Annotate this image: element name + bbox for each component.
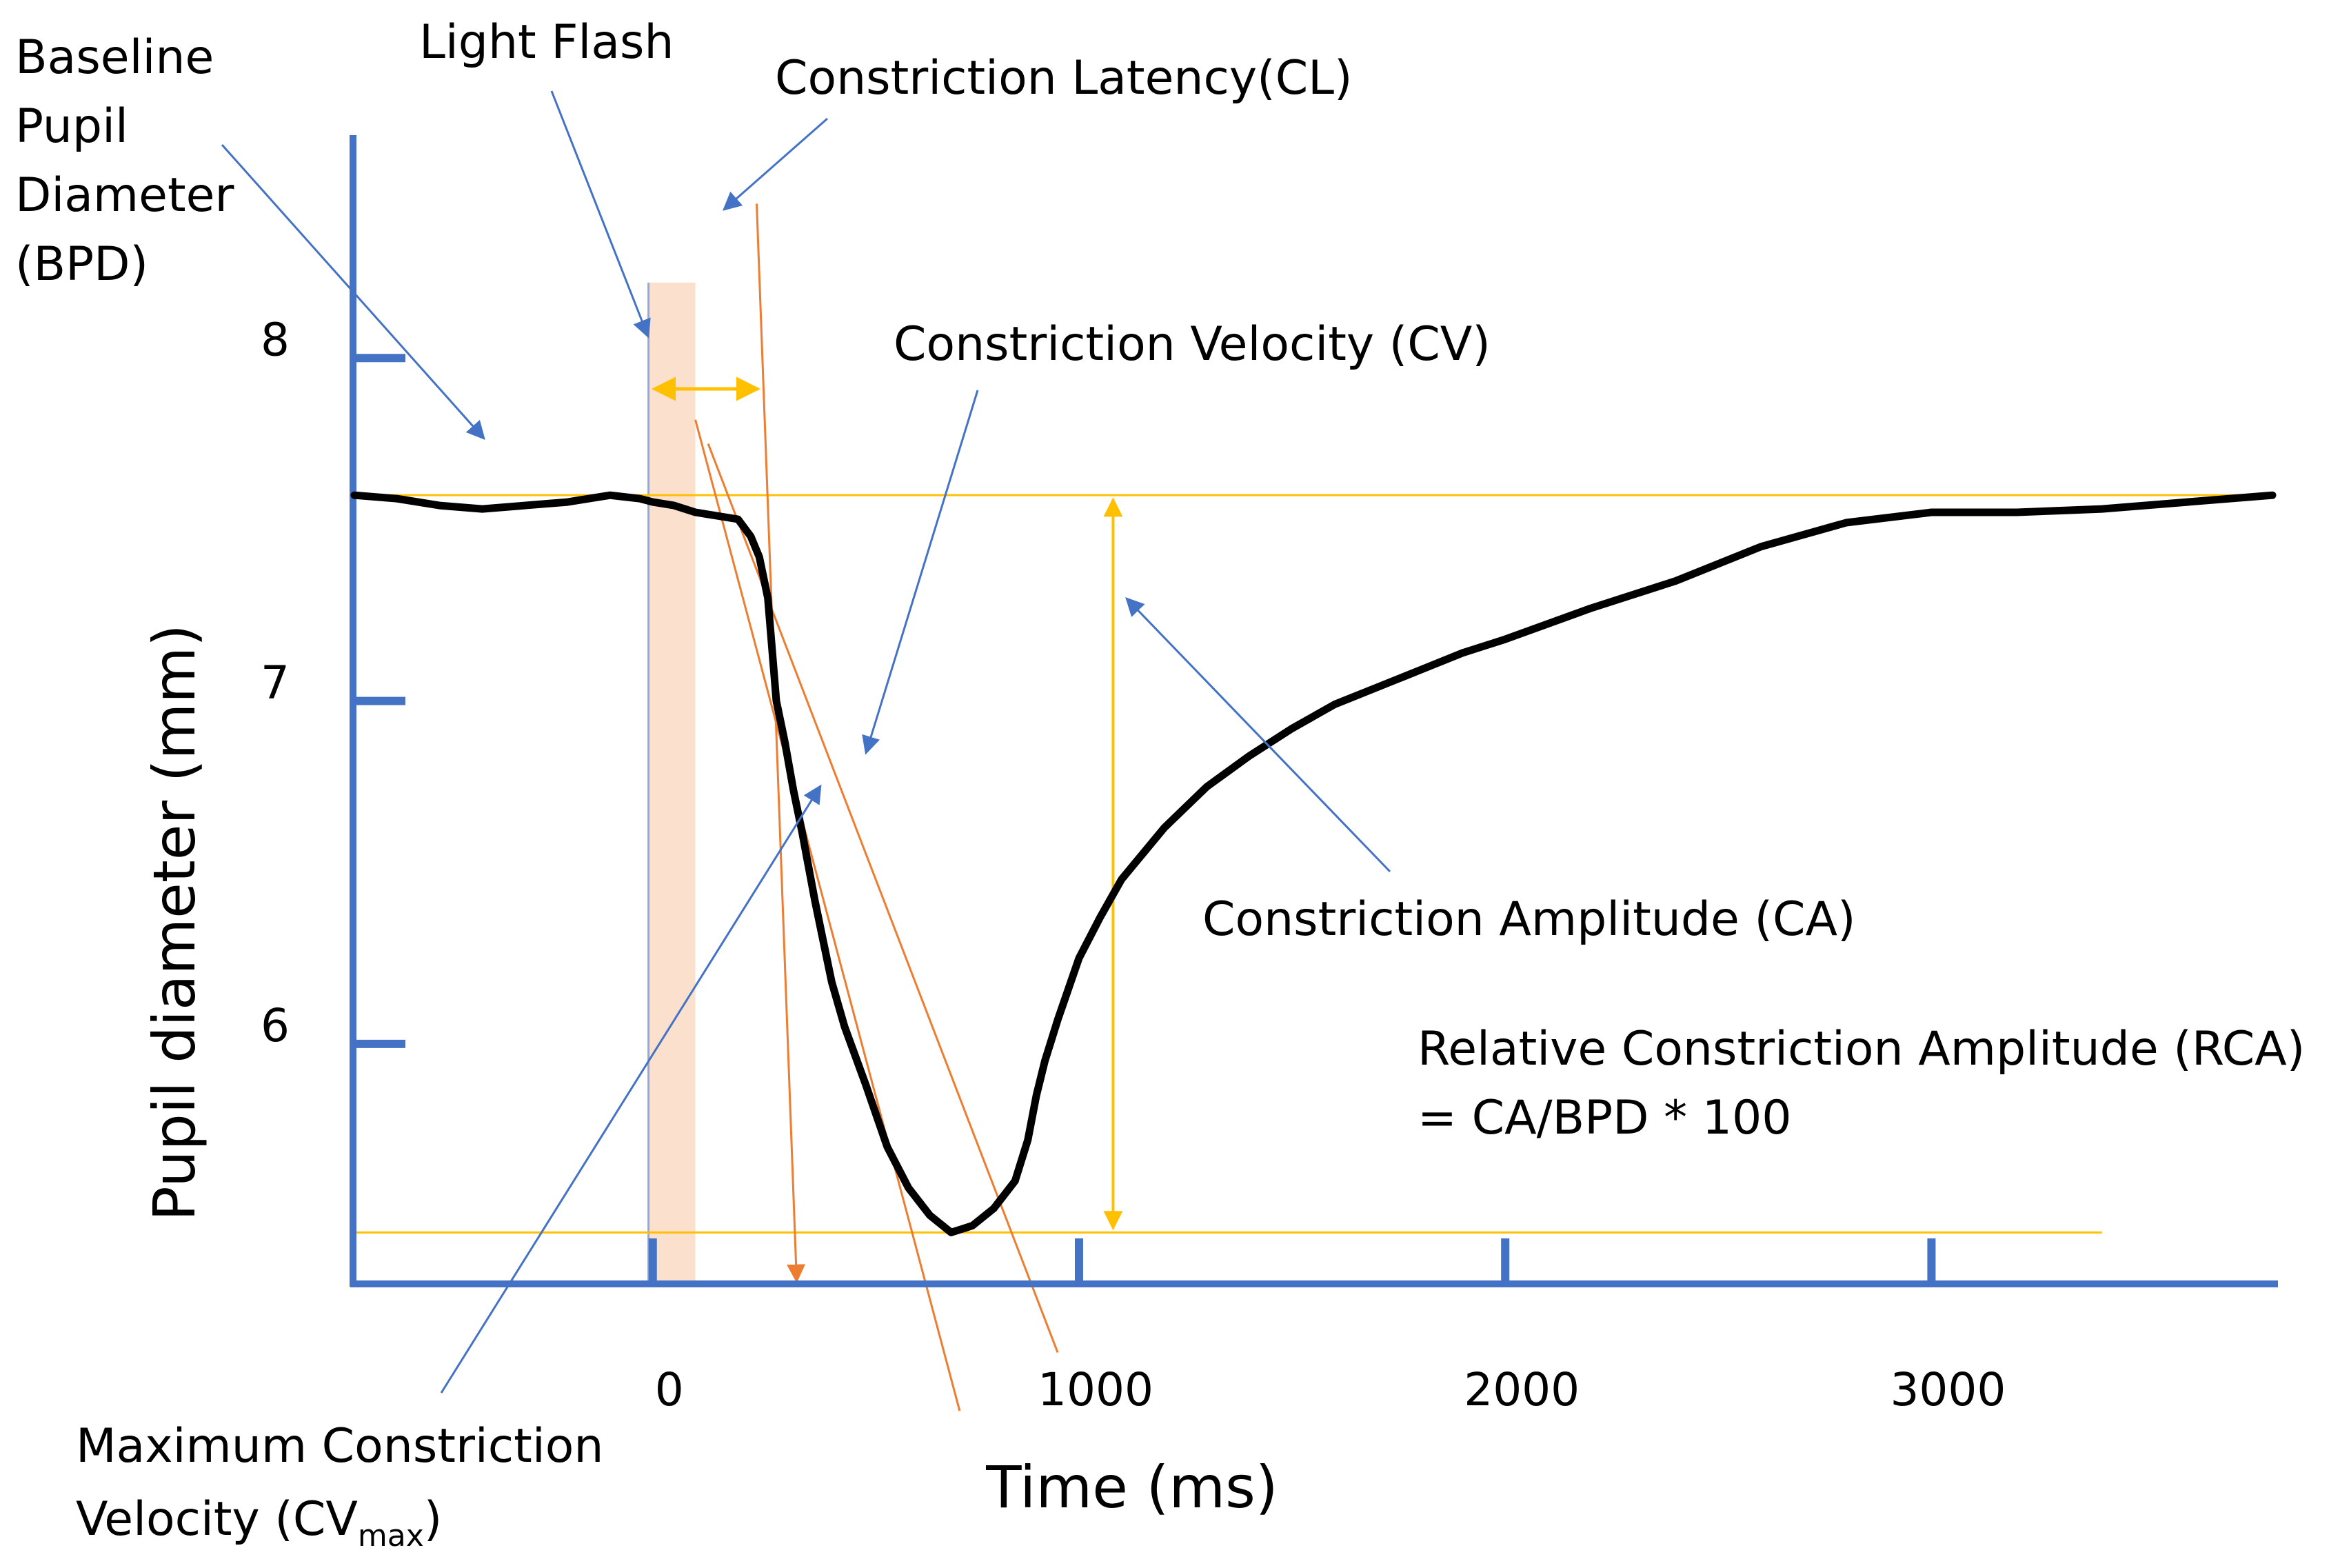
y-axis-title: Pupil diameter (mm) <box>141 624 208 1221</box>
max-velocity-close: ) <box>424 1492 443 1547</box>
x-tick-label: 2000 <box>1464 1363 1580 1416</box>
light-flash-callout-arrow <box>550 90 651 339</box>
baseline-label: Baseline Pupil Diameter (BPD) <box>15 30 249 292</box>
baseline-label-line: Baseline <box>15 30 214 85</box>
axes: 8 7 6 0 1000 2000 3000 <box>261 135 2278 1416</box>
max-velocity-callout-arrow <box>440 784 822 1394</box>
max-velocity-label-2: Velocity (CVmax) <box>76 1492 442 1554</box>
baseline-label-line: Pupil <box>15 99 128 154</box>
y-tick-label: 6 <box>261 999 290 1052</box>
baseline-label-line: Diameter <box>15 168 234 223</box>
rca-label: Relative Constriction Amplitude (RCA) <box>1418 1022 2305 1076</box>
x-tick-label: 1000 <box>1038 1363 1153 1416</box>
amplitude-label: Constriction Amplitude (CA) <box>1202 892 1856 947</box>
constriction-onset-line <box>755 203 806 1283</box>
x-tick-label: 3000 <box>1890 1363 2006 1416</box>
latency-callout-arrow <box>722 117 828 211</box>
baseline-label-line: (BPD) <box>15 237 148 292</box>
rca-formula: = CA/BPD * 100 <box>1418 1091 1792 1145</box>
y-tick-label: 8 <box>261 313 290 366</box>
max-velocity-label: Maximum Constriction <box>76 1419 603 1474</box>
pupil-diameter-curve <box>350 491 2277 1236</box>
light-flash-band <box>648 282 696 1285</box>
velocity-label: Constriction Velocity (CV) <box>894 317 1491 372</box>
max-velocity-text: Velocity (CV <box>76 1492 358 1547</box>
y-tick-label: 7 <box>261 656 290 710</box>
light-flash-label: Light Flash <box>419 15 674 70</box>
x-axis-title: Time (ms) <box>985 1454 1278 1521</box>
max-velocity-tangent-line <box>694 419 961 1411</box>
amplitude-callout-arrow <box>1125 597 1391 873</box>
latency-label: Constriction Latency(CL) <box>775 51 1353 105</box>
max-velocity-subscript: max <box>358 1518 424 1554</box>
velocity-callout-arrow <box>862 390 979 755</box>
baseline-callout-arrow <box>221 144 485 441</box>
x-tick-label: 0 <box>655 1363 684 1416</box>
